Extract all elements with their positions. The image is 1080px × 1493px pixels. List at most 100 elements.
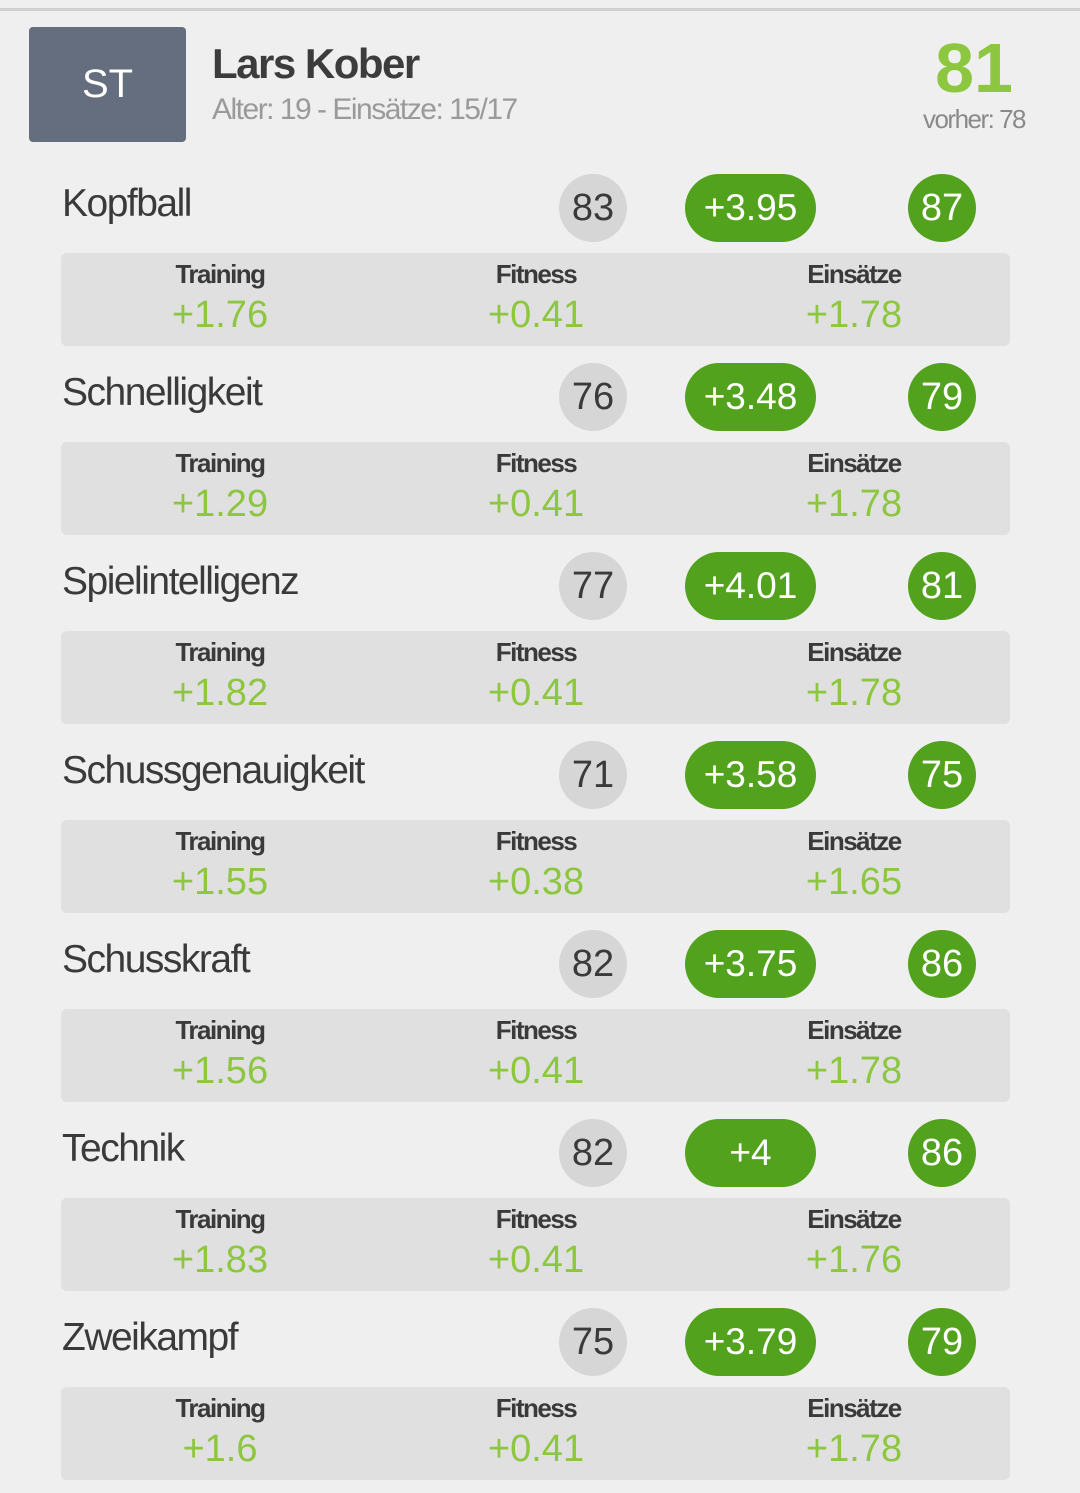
fitness-value: +0.41: [487, 294, 585, 336]
einsaetze-column: Einsätze +1.78: [754, 1009, 954, 1093]
attribute-name: Zweikampf: [62, 1316, 239, 1359]
attribute-name: Kopfball: [62, 182, 192, 225]
fitness-label: Fitness: [495, 1204, 578, 1234]
einsaetze-label: Einsätze: [807, 1393, 902, 1423]
training-label: Training: [175, 637, 266, 667]
player-name: Lars Kober: [212, 40, 420, 87]
einsaetze-label: Einsätze: [807, 1204, 902, 1234]
einsaetze-value: +1.76: [805, 1239, 903, 1281]
einsaetze-value: +1.78: [805, 1050, 903, 1092]
fitness-value: +0.38: [487, 861, 585, 903]
einsaetze-label: Einsätze: [807, 826, 902, 856]
fitness-column: Fitness +0.41: [436, 1198, 636, 1282]
training-column: Training +1.56: [120, 1009, 320, 1093]
attribute-name: Schnelligkeit: [62, 371, 263, 414]
current-value-badge: 82: [559, 930, 627, 998]
delta-pill: +3.48: [685, 363, 816, 431]
player-meta: Alter: 19 - Einsätze: 15/17: [212, 93, 518, 126]
training-value: +1.76: [171, 294, 269, 336]
breakdown-panel: Training +1.56 Fitness +0.41 Einsätze +1…: [61, 1009, 1010, 1102]
new-value-badge: 86: [908, 1119, 976, 1187]
einsaetze-column: Einsätze +1.76: [754, 1198, 954, 1282]
fitness-label: Fitness: [495, 1015, 578, 1045]
training-label: Training: [175, 826, 266, 856]
new-value-badge: 79: [908, 1308, 976, 1376]
training-column: Training +1.76: [120, 253, 320, 337]
attribute-row: Zweikampf 75 +3.79 79 Training +1.6 Fitn…: [0, 1304, 1080, 1493]
attribute-name: Schusskraft: [62, 938, 251, 981]
attribute-name: Technik: [62, 1127, 185, 1170]
overall-rating: 81: [935, 29, 1013, 107]
delta-pill: +4.01: [685, 552, 816, 620]
delta-pill: +4: [685, 1119, 816, 1187]
current-value-badge: 71: [559, 741, 627, 809]
delta-pill: +3.79: [685, 1308, 816, 1376]
training-label: Training: [175, 448, 266, 478]
einsaetze-value: +1.78: [805, 1428, 903, 1470]
attribute-row: Kopfball 83 +3.95 87 Training +1.76 Fitn…: [0, 170, 1080, 359]
player-header: ST Lars Kober Alter: 19 - Einsätze: 15/1…: [0, 0, 1080, 160]
einsaetze-value: +1.78: [805, 672, 903, 714]
training-column: Training +1.83: [120, 1198, 320, 1282]
delta-pill: +3.75: [685, 930, 816, 998]
einsaetze-value: +1.65: [805, 861, 903, 903]
breakdown-panel: Training +1.83 Fitness +0.41 Einsätze +1…: [61, 1198, 1010, 1291]
fitness-label: Fitness: [495, 637, 578, 667]
attribute-list: Kopfball 83 +3.95 87 Training +1.76 Fitn…: [0, 170, 1080, 1493]
einsaetze-column: Einsätze +1.78: [754, 631, 954, 715]
current-value-badge: 76: [559, 363, 627, 431]
attribute-row: Schussgenauigkeit 71 +3.58 75 Training +…: [0, 737, 1080, 926]
new-value-badge: 87: [908, 174, 976, 242]
breakdown-panel: Training +1.55 Fitness +0.38 Einsätze +1…: [61, 820, 1010, 913]
current-value-badge: 77: [559, 552, 627, 620]
fitness-column: Fitness +0.38: [436, 820, 636, 904]
einsaetze-column: Einsätze +1.78: [754, 253, 954, 337]
training-column: Training +1.82: [120, 631, 320, 715]
einsaetze-column: Einsätze +1.78: [754, 442, 954, 526]
training-column: Training +1.55: [120, 820, 320, 904]
training-value: +1.29: [171, 483, 269, 525]
current-value-badge: 83: [559, 174, 627, 242]
einsaetze-column: Einsätze +1.65: [754, 820, 954, 904]
einsaetze-label: Einsätze: [807, 448, 902, 478]
fitness-column: Fitness +0.41: [436, 442, 636, 526]
einsaetze-label: Einsätze: [807, 1015, 902, 1045]
breakdown-panel: Training +1.29 Fitness +0.41 Einsätze +1…: [61, 442, 1010, 535]
training-column: Training +1.29: [120, 442, 320, 526]
training-label: Training: [175, 259, 266, 289]
attribute-row: Technik 82 +4 86 Training +1.83 Fitness …: [0, 1115, 1080, 1304]
fitness-value: +0.41: [487, 1050, 585, 1092]
current-value-badge: 82: [559, 1119, 627, 1187]
attribute-row: Schnelligkeit 76 +3.48 79 Training +1.29…: [0, 359, 1080, 548]
einsaetze-label: Einsätze: [807, 637, 902, 667]
training-label: Training: [175, 1015, 266, 1045]
training-label: Training: [175, 1393, 266, 1423]
training-value: +1.6: [182, 1428, 258, 1470]
fitness-label: Fitness: [495, 448, 578, 478]
top-divider: [0, 8, 1080, 11]
position-badge: ST: [29, 27, 186, 142]
previous-rating: vorher: 78: [922, 104, 1027, 134]
current-value-badge: 75: [559, 1308, 627, 1376]
training-value: +1.82: [171, 672, 269, 714]
fitness-value: +0.41: [487, 672, 585, 714]
training-value: +1.83: [171, 1239, 269, 1281]
fitness-value: +0.41: [487, 1239, 585, 1281]
einsaetze-label: Einsätze: [807, 259, 902, 289]
breakdown-panel: Training +1.76 Fitness +0.41 Einsätze +1…: [61, 253, 1010, 346]
new-value-badge: 86: [908, 930, 976, 998]
attribute-name: Spielintelligenz: [62, 560, 300, 603]
training-value: +1.55: [171, 861, 269, 903]
fitness-column: Fitness +0.41: [436, 631, 636, 715]
new-value-badge: 79: [908, 363, 976, 431]
fitness-label: Fitness: [495, 826, 578, 856]
training-value: +1.56: [171, 1050, 269, 1092]
fitness-value: +0.41: [487, 483, 585, 525]
attribute-name: Schussgenauigkeit: [62, 749, 365, 792]
training-column: Training +1.6: [120, 1387, 320, 1471]
breakdown-panel: Training +1.6 Fitness +0.41 Einsätze +1.…: [61, 1387, 1010, 1480]
breakdown-panel: Training +1.82 Fitness +0.41 Einsätze +1…: [61, 631, 1010, 724]
einsaetze-column: Einsätze +1.78: [754, 1387, 954, 1471]
attribute-row: Spielintelligenz 77 +4.01 81 Training +1…: [0, 548, 1080, 737]
fitness-column: Fitness +0.41: [436, 253, 636, 337]
